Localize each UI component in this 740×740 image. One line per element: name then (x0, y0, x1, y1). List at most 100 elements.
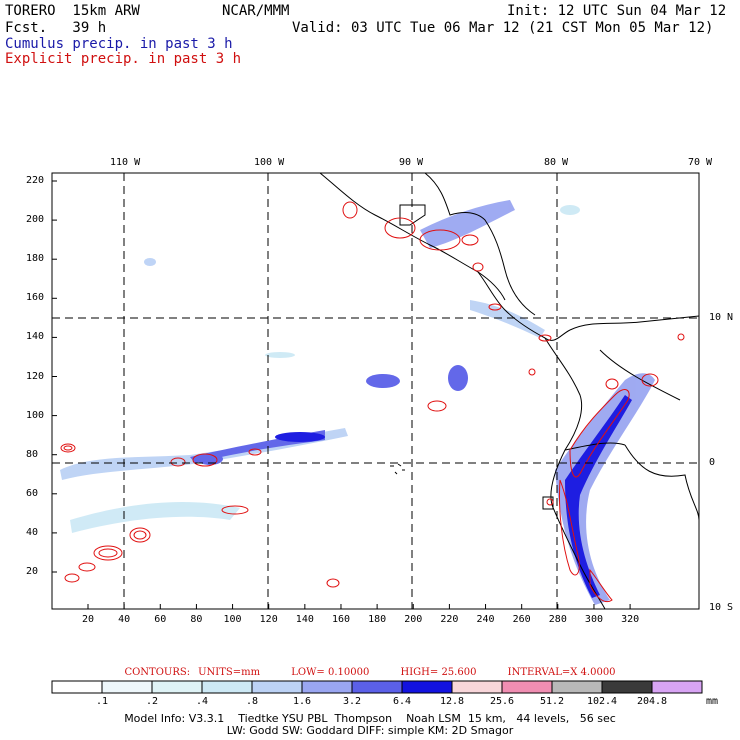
colorbar-threshold-label: 51.2 (539, 696, 565, 707)
colorbar-threshold-label: 3.2 (342, 696, 362, 707)
contour-andes-1 (569, 389, 630, 478)
left-axis-tick-label: 20 (26, 566, 39, 577)
galapagos (390, 463, 405, 475)
forecast-hour: Fcst. 39 h (5, 20, 107, 36)
colorbar-swatch (601, 680, 653, 694)
lon-label-110w: 110 W (110, 157, 141, 168)
contour-p1 (538, 334, 552, 342)
bottom-axis-tick-label: 120 (259, 614, 278, 625)
colorbar-swatch (301, 680, 353, 694)
lon-label-90w: 90 W (399, 157, 424, 168)
lat-label-10n: 10 N (709, 312, 734, 323)
contour-o1 (488, 303, 502, 311)
bottom-axis-tick-label: 140 (295, 614, 314, 625)
cumulus-cell-c (275, 432, 325, 442)
contour-units: UNITS=mm (198, 667, 261, 678)
left-axis-tick-label: 120 (26, 370, 45, 382)
model-title: TORERO 15km ARW (5, 3, 140, 19)
lat-lon-grid (52, 173, 699, 609)
lat-label-10s: 10 S (709, 602, 734, 613)
colorbar-swatch (351, 680, 403, 694)
colorbar-unit: mm (706, 696, 719, 707)
colorbar-threshold-label: .1 (95, 696, 109, 707)
cumulus-cell-f (560, 205, 580, 215)
contour-interval: INTERVAL=X 4.0000 (507, 667, 616, 678)
map-frame (51, 172, 700, 610)
colorbar-swatch (151, 680, 203, 694)
colorbar-threshold-label: .8 (245, 696, 259, 707)
contour-m3 (461, 234, 479, 246)
left-axis-tick-label: 160 (26, 292, 45, 304)
bottom-axis-tick-label: 80 (190, 614, 203, 625)
contour-e1 (64, 573, 80, 583)
left-axis-tick-label: 100 (26, 409, 45, 421)
coast-mexico (319, 172, 506, 301)
contour-c1 (129, 527, 151, 543)
contour-info: CONTOURS: UNITS=mm LOW= 0.10000 HIGH= 25.… (0, 667, 740, 678)
colorbar-threshold-label: 12.8 (439, 696, 465, 707)
colorbar-threshold-label: .4 (195, 696, 209, 707)
cumulus-cell-g (265, 352, 295, 358)
colorbar-swatch (451, 680, 503, 694)
contour-f1 (221, 505, 249, 515)
colorbar-swatch (101, 680, 153, 694)
contour-b1 (93, 545, 123, 561)
coast-central-america (477, 271, 571, 341)
center-title: NCAR/MMM (222, 3, 290, 19)
cumulus-central-america (420, 200, 515, 248)
border-colombia (599, 349, 681, 401)
lon-label-70w: 70 W (688, 157, 713, 168)
colorbar-threshold-label: 1.6 (292, 696, 312, 707)
init-time: Init: 12 UTC Sun 04 Mar 12 (507, 3, 727, 19)
bottom-axis-tick-label: 220 (440, 614, 459, 625)
bottom-axis-tick-label: 20 (81, 614, 95, 625)
coast-south-america-west (544, 337, 606, 610)
bottom-axis-tick-label: 180 (368, 614, 387, 625)
bottom-axis-tick-label: 280 (548, 614, 567, 625)
bottom-axis-tick-label: 320 (621, 614, 640, 625)
bottom-axis-tick-label: 240 (476, 614, 495, 625)
contour-g1 (192, 453, 218, 467)
contour-i1 (170, 457, 186, 467)
contour-andes-3 (589, 568, 613, 603)
cumulus-cell-b (448, 365, 468, 391)
bottom-axis-tick-label: 160 (331, 614, 350, 625)
contour-label: CONTOURS: (124, 667, 191, 678)
coast-gulf (424, 172, 536, 316)
cumulus-band-south (70, 501, 240, 533)
colorbar-swatch (501, 680, 553, 694)
contour-andes-2 (559, 479, 580, 576)
colorbar-swatch (51, 680, 103, 694)
bottom-axis-tick-label: 300 (584, 614, 603, 625)
colorbar (51, 680, 703, 694)
model-info-line2: LW: Godd SW: Goddard DIFF: simple KM: 2D… (226, 724, 514, 737)
valid-time: Valid: 03 UTC Tue 06 Mar 12 (21 CST Mon … (292, 20, 714, 36)
model-info-line1: Model Info: V3.3.1 Tiedtke YSU PBL Thomp… (124, 712, 616, 725)
bottom-axis-tick-label: 200 (404, 614, 423, 625)
contour-b2 (98, 548, 118, 558)
border-mex-guat (399, 204, 426, 226)
colorbar-threshold-label: 204.8 (636, 696, 668, 707)
colorbar-swatch (401, 680, 453, 694)
contour-t1 (546, 498, 554, 506)
contour-a2 (63, 445, 73, 451)
contour-l1 (342, 201, 358, 219)
contour-m2 (419, 229, 461, 251)
contour-r1 (677, 333, 685, 341)
contour-m1 (384, 217, 416, 239)
lon-label-100w: 100 W (254, 157, 285, 168)
contour-high: HIGH= 25.600 (400, 667, 477, 678)
contour-j1 (427, 400, 447, 412)
contour-h1 (248, 448, 262, 456)
left-axis-tick-label: 40 (26, 526, 39, 538)
cumulus-cell-e (144, 258, 156, 266)
left-axis-tick-label: 200 (26, 214, 45, 226)
coastlines (319, 172, 700, 610)
border-peru (624, 444, 700, 521)
colorbar-swatch (651, 680, 703, 694)
colorbar-threshold-label: 102.4 (586, 696, 618, 707)
lat-label-0: 0 (709, 457, 716, 468)
bottom-axis-tick-label: 60 (154, 614, 167, 625)
cumulus-cell-a (366, 374, 400, 388)
